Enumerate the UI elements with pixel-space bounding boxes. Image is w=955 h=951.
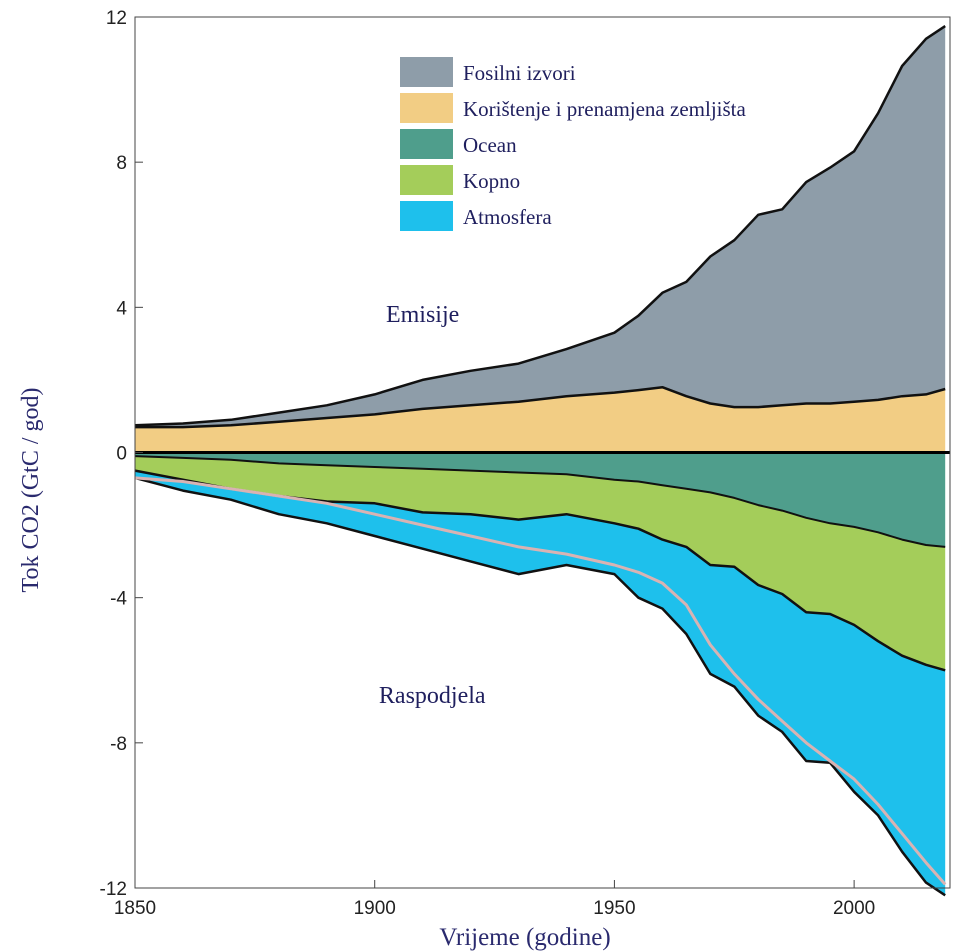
annotation-emisije: Emisije: [386, 302, 459, 328]
line-growth: [134, 476, 947, 886]
y-tick-label: 8: [116, 153, 127, 174]
y-tick-label: 0: [116, 444, 127, 465]
area-land-use: [135, 387, 946, 453]
y-tick-label: -12: [100, 879, 127, 900]
legend-swatch-ocean: [400, 129, 453, 159]
y-axis: 12 8 4 0 -4 -8 -12: [100, 8, 143, 900]
legend-swatch-land: [400, 165, 453, 195]
stacked-areas: [135, 26, 946, 896]
x-tick-label: 1950: [593, 898, 635, 919]
legend: Fosilni izvori Korištenje i prenamjena ze…: [400, 57, 746, 231]
annotations: Emisije Raspodjela: [379, 302, 486, 709]
area-atmosphere: [135, 470, 946, 896]
line-atmosphere-bottom: [134, 476, 946, 897]
annotation-raspodjela: Raspodjela: [379, 683, 486, 709]
series-lines: [134, 25, 947, 897]
legend-label-ocean: Ocean: [463, 133, 517, 157]
y-axis-title: Tok CO2 (GtC / god): [18, 388, 44, 593]
x-axis: 1850 1900 1950 2000: [114, 880, 875, 919]
line-ocean-bottom: [134, 455, 946, 548]
legend-swatch-atmosphere: [400, 201, 453, 231]
line-land-use-top: [135, 385, 946, 429]
y-tick-label: 4: [116, 298, 127, 319]
legend-swatch-fossil: [400, 57, 453, 87]
area-land: [135, 456, 946, 671]
legend-label-land-use: Korištenje i prenamjena zemljišta: [463, 97, 746, 121]
x-tick-label: 2000: [833, 898, 875, 919]
line-land-bottom: [134, 469, 946, 672]
area-fossil: [135, 26, 946, 428]
legend-label-atmosphere: Atmosfera: [463, 205, 552, 229]
legend-label-land: Kopno: [463, 169, 520, 193]
x-tick-label: 1850: [114, 898, 156, 919]
y-tick-label: 12: [106, 8, 127, 29]
x-axis-title: Vrijeme (godine): [439, 924, 610, 951]
area-ocean: [135, 452, 946, 547]
y-tick-label: -4: [110, 589, 127, 610]
x-tick-label: 1900: [354, 898, 396, 919]
y-tick-label: -8: [110, 734, 127, 755]
line-fossil-top: [134, 25, 946, 427]
legend-label-fossil: Fosilni izvori: [463, 61, 576, 85]
legend-swatch-land-use: [400, 93, 453, 123]
